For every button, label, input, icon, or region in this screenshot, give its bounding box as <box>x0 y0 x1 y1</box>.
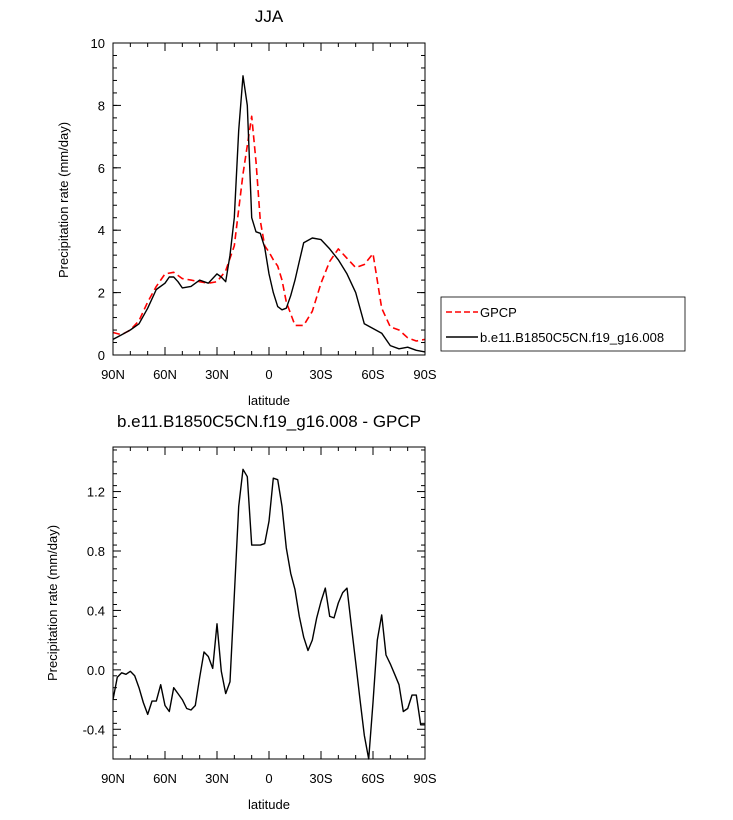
y-tick-label: -0.4 <box>83 722 105 737</box>
y-tick-label: 0.4 <box>87 603 105 618</box>
x-tick-label: 90N <box>101 367 125 382</box>
x-tick-label: 60S <box>361 367 384 382</box>
legend-label-model: b.e11.B1850C5CN.f19_g16.008 <box>480 330 664 345</box>
series-group <box>112 468 425 760</box>
y-tick-label: 0 <box>98 348 105 363</box>
y-tick-label: 2 <box>98 286 105 301</box>
tick-group: 90N 60N 30N 0 30S 60S 90S -0.4 0.0 0.4 0.8 1.2 <box>83 447 437 786</box>
plot-frame <box>112 446 426 760</box>
x-tick-label: 90S <box>413 771 436 786</box>
y-tick-label: 8 <box>98 98 105 113</box>
chart-title: b.e11.B1850C5CN.f19_g16.008 - GPCP <box>117 412 421 431</box>
x-tick-label: 60N <box>153 367 177 382</box>
tick-group: 90N 60N 30N 0 30S 60S 90S 0 2 4 6 8 10 <box>91 36 437 382</box>
x-tick-label: 0 <box>265 367 272 382</box>
y-tick-label: 1.2 <box>87 485 105 500</box>
y-tick-label: 10 <box>91 36 105 51</box>
x-tick-label: 30N <box>205 771 229 786</box>
x-tick-label: 90S <box>413 367 436 382</box>
y-tick-label: 0.0 <box>87 663 105 678</box>
y-axis-label: Precipitation rate (mm/day) <box>56 122 71 278</box>
y-tick-label: 0.8 <box>87 544 105 559</box>
x-tick-label: 0 <box>265 771 272 786</box>
legend-label-gpcp: GPCP <box>480 305 517 320</box>
series-group <box>112 75 426 353</box>
chart-title: JJA <box>255 7 284 26</box>
series-line-b-e11-b1850c5cn-f19-g16-008 <box>112 75 426 353</box>
x-tick-label: 60S <box>361 771 384 786</box>
y-tick-label: 6 <box>98 161 105 176</box>
series-line-gpcp <box>112 115 426 342</box>
legend-box <box>440 296 686 352</box>
difference-chart: b.e11.B1850C5CN.f19_g16.008 - GPCP Preci… <box>45 412 437 812</box>
series-line-difference <box>112 468 425 760</box>
x-axis-label: latitude <box>248 797 290 812</box>
legend: GPCP b.e11.B1850C5CN.f19_g16.008 <box>440 296 686 352</box>
x-tick-label: 30S <box>309 367 332 382</box>
x-axis-label: latitude <box>248 393 290 408</box>
x-tick-label: 30S <box>309 771 332 786</box>
plot-frame <box>112 42 426 356</box>
x-tick-label: 60N <box>153 771 177 786</box>
x-tick-label: 30N <box>205 367 229 382</box>
y-tick-label: 4 <box>98 223 105 238</box>
jja-chart: JJA Precipitation rate (mm/day) latitude… <box>56 7 437 408</box>
y-axis-label: Precipitation rate (mm/day) <box>45 525 60 681</box>
x-tick-label: 90N <box>101 771 125 786</box>
